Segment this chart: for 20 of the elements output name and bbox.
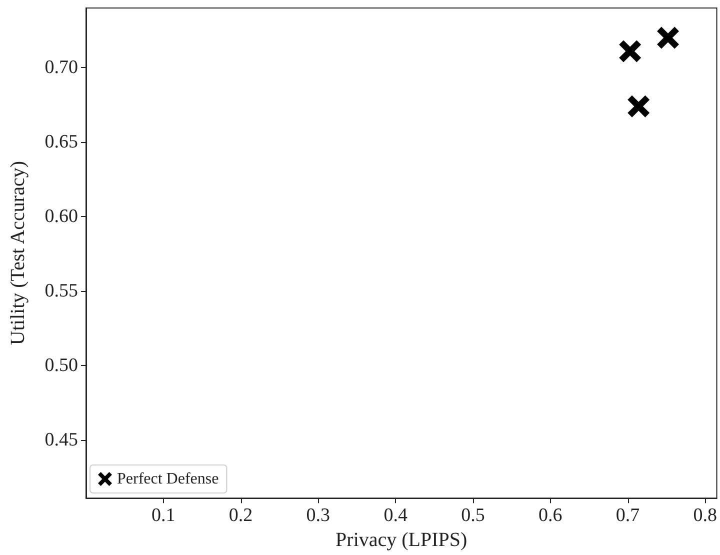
x-tick-label: 0.5 — [461, 505, 485, 526]
y-tick-label: 0.55 — [44, 280, 78, 302]
x-tick-label: 0.8 — [693, 505, 718, 526]
y-axis-title: Utility (Test Accuracy) — [7, 161, 29, 346]
y-tick-label: 0.65 — [44, 132, 78, 153]
x-tick-label: 0.4 — [384, 505, 408, 526]
x-axis-title: Privacy (LPIPS) — [336, 529, 468, 551]
y-tick-label: 0.45 — [44, 430, 78, 451]
y-tick-label: 0.50 — [44, 355, 78, 376]
x-tick-label: 0.7 — [616, 505, 640, 526]
y-tick-label: 0.60 — [44, 206, 78, 228]
x-tick-label: 0.2 — [228, 505, 253, 526]
point — [619, 40, 642, 62]
point — [628, 95, 650, 118]
legend-label: Perfect Defense — [117, 470, 219, 488]
x-tick-label: 0.6 — [538, 505, 562, 526]
y-tick-label: 0.70 — [44, 57, 78, 78]
x-tick-label: 0.3 — [306, 505, 330, 526]
x-tick-label: 0.1 — [152, 505, 176, 526]
point — [657, 26, 680, 49]
